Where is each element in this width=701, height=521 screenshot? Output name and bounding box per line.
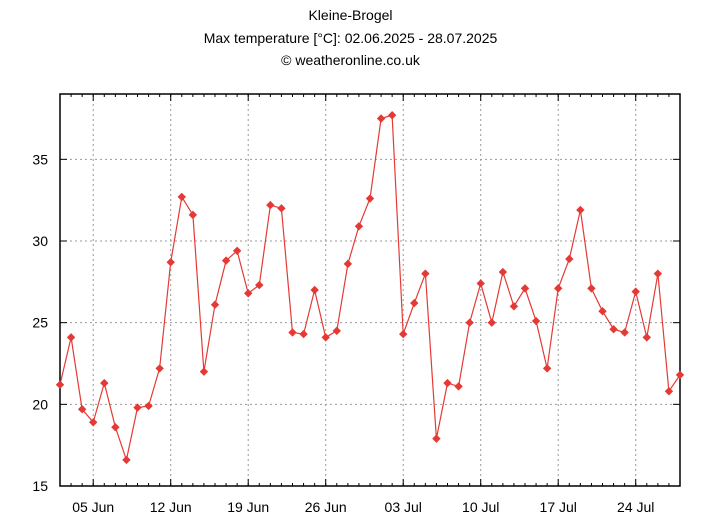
data-point bbox=[520, 284, 530, 293]
data-point bbox=[343, 259, 353, 269]
data-point bbox=[376, 114, 386, 123]
data-point bbox=[77, 405, 87, 414]
data-point bbox=[598, 307, 607, 316]
data-point bbox=[542, 364, 552, 373]
data-point bbox=[554, 284, 563, 293]
data-point bbox=[487, 318, 496, 327]
data-point bbox=[288, 328, 297, 337]
data-point bbox=[642, 333, 651, 342]
data-point bbox=[133, 403, 142, 412]
data-point bbox=[188, 210, 198, 220]
data-point bbox=[631, 287, 640, 296]
data-point bbox=[675, 370, 685, 380]
data-point bbox=[587, 284, 596, 293]
data-point bbox=[609, 325, 618, 334]
y-tick-label: 20 bbox=[32, 396, 48, 412]
data-point bbox=[565, 254, 574, 264]
data-point bbox=[55, 380, 65, 389]
y-tick-label: 30 bbox=[32, 233, 48, 249]
data-point bbox=[365, 194, 375, 203]
chart-subtitle: Max temperature [°C]: 02.06.2025 - 28.07… bbox=[203, 30, 498, 46]
data-point bbox=[476, 279, 485, 288]
data-point bbox=[199, 367, 209, 376]
chart-credit: © weatheronline.co.uk bbox=[281, 52, 420, 68]
data-point bbox=[576, 205, 585, 215]
data-point bbox=[664, 387, 674, 396]
data-point bbox=[354, 222, 364, 231]
x-tick-label: 05 Jun bbox=[72, 499, 114, 515]
data-point bbox=[421, 269, 430, 278]
y-tick-label: 35 bbox=[32, 151, 48, 167]
chart-title: Kleine-Brogel bbox=[308, 7, 393, 23]
data-point bbox=[299, 329, 308, 339]
data-point bbox=[620, 328, 629, 337]
data-point bbox=[244, 289, 253, 298]
data-point bbox=[509, 302, 519, 311]
x-tick-label: 19 Jun bbox=[227, 499, 269, 515]
x-tick-label: 12 Jun bbox=[150, 499, 192, 515]
y-tick-label: 15 bbox=[32, 478, 48, 494]
data-point bbox=[66, 333, 76, 342]
x-tick-label: 10 Jul bbox=[462, 499, 499, 515]
x-tick-label: 26 Jun bbox=[305, 499, 347, 515]
data-point bbox=[100, 378, 109, 388]
data-point bbox=[255, 280, 264, 290]
data-point bbox=[454, 382, 463, 391]
data-point bbox=[277, 204, 286, 213]
data-point bbox=[221, 256, 231, 265]
x-tick-label: 24 Jul bbox=[617, 499, 654, 515]
data-point bbox=[443, 378, 452, 388]
data-point bbox=[432, 434, 441, 443]
data-point bbox=[144, 401, 153, 411]
data-point bbox=[111, 423, 120, 432]
data-point bbox=[531, 316, 541, 326]
data-point bbox=[387, 111, 397, 120]
data-point bbox=[166, 258, 175, 267]
data-point bbox=[232, 246, 242, 255]
plot-frame bbox=[59, 93, 681, 487]
data-point bbox=[321, 333, 330, 342]
data-point bbox=[122, 455, 131, 465]
data-point bbox=[266, 200, 275, 210]
data-point bbox=[410, 298, 419, 308]
data-point bbox=[310, 285, 319, 295]
data-point bbox=[210, 300, 220, 309]
data-point bbox=[465, 318, 474, 327]
data-point bbox=[653, 269, 663, 278]
data-point bbox=[89, 418, 98, 427]
y-tick-label: 25 bbox=[32, 315, 48, 331]
data-point bbox=[155, 364, 164, 373]
x-tick-label: 17 Jul bbox=[540, 499, 577, 515]
series-line bbox=[59, 114, 681, 463]
data-point bbox=[332, 326, 341, 336]
x-tick-label: 03 Jul bbox=[385, 499, 422, 515]
data-point bbox=[399, 329, 408, 339]
data-point bbox=[498, 267, 508, 277]
data-point bbox=[177, 192, 186, 202]
